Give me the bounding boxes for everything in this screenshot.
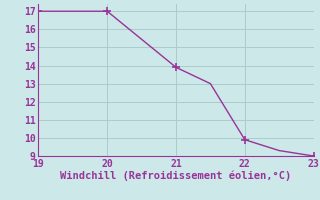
X-axis label: Windchill (Refroidissement éolien,°C): Windchill (Refroidissement éolien,°C) [60,170,292,181]
